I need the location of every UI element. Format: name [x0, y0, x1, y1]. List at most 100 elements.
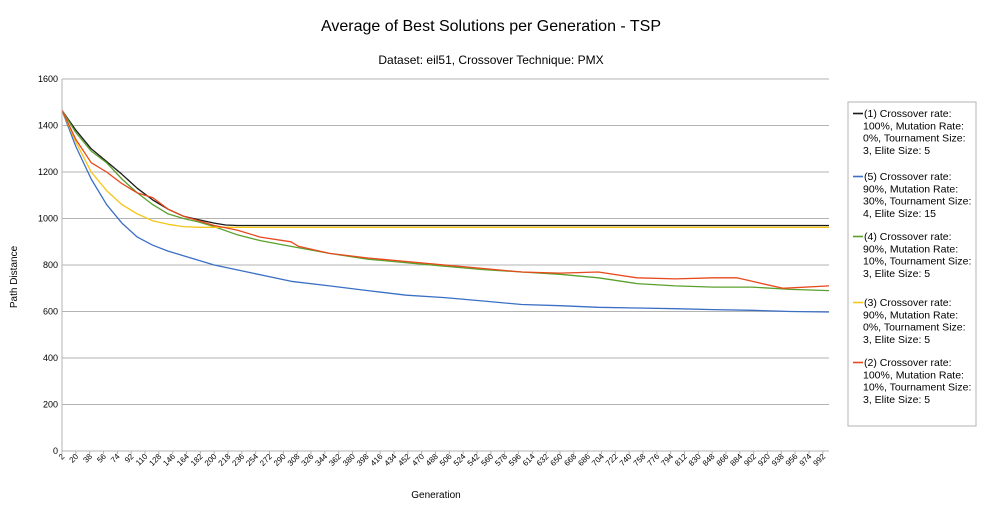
x-tick-label: 218	[217, 452, 233, 468]
x-tick-label: 884	[728, 452, 744, 468]
y-tick-label: 1000	[38, 214, 58, 224]
axes	[61, 79, 829, 452]
legend-label: 3, Elite Size: 5	[863, 268, 930, 280]
x-tick-label: 650	[549, 452, 565, 468]
series-lines	[61, 110, 830, 313]
x-tick-label: 524	[452, 452, 468, 468]
y-axis-ticks: 0 200 400 600 800 1000 1200 1400 1600	[38, 74, 58, 456]
x-tick-label: 578	[493, 452, 509, 468]
legend-label: 90%, Mutation Rate:	[863, 183, 958, 195]
legend-label: 10%, Tournament Size:	[863, 256, 971, 268]
series-line-5	[61, 110, 830, 289]
x-tick-label: 956	[784, 452, 800, 468]
x-tick-label: 902	[742, 452, 758, 468]
x-tick-label: 686	[576, 452, 592, 468]
series-line-4	[61, 110, 829, 228]
legend-label: 3, Elite Size: 5	[863, 145, 930, 157]
y-tick-label: 0	[53, 446, 58, 456]
x-tick-label: 668	[562, 452, 578, 468]
x-tick-label: 920	[756, 452, 772, 468]
x-tick-label: 92	[123, 452, 136, 465]
x-tick-label: 776	[645, 452, 661, 468]
x-tick-label: 830	[687, 452, 703, 468]
gridlines	[62, 78, 829, 405]
legend-label: (2) Crossover rate:	[864, 357, 952, 369]
x-tick-label: 398	[355, 452, 371, 468]
x-axis-ticks: 2 20 38 56 74 9211012814616418220021823625427…	[57, 451, 828, 468]
x-tick-label: 434	[383, 452, 399, 468]
x-tick-label: 2	[57, 452, 67, 462]
legend-label: (1) Crossover rate:	[864, 108, 952, 120]
y-axis-title: Path Distance	[9, 245, 20, 308]
legend-label: (5) Crossover rate:	[864, 171, 952, 183]
x-tick-label: 164	[175, 452, 191, 468]
legend-label: 10%, Tournament Size:	[863, 382, 971, 394]
x-tick-label: 110	[134, 452, 150, 468]
x-tick-label: 416	[369, 452, 385, 468]
x-tick-label: 794	[659, 452, 675, 468]
x-tick-label: 596	[507, 452, 523, 468]
x-tick-label: 380	[341, 452, 357, 468]
x-tick-label: 740	[618, 452, 634, 468]
x-tick-label: 200	[203, 452, 219, 468]
legend-label: 90%, Mutation Rate:	[863, 309, 958, 321]
x-tick-label: 452	[396, 452, 412, 468]
x-tick-label: 866	[715, 452, 731, 468]
y-tick-label: 1400	[38, 121, 58, 131]
legend-label: 30%, Tournament Size:	[863, 196, 971, 208]
x-tick-label: 74	[109, 452, 122, 465]
y-tick-label: 400	[43, 353, 58, 363]
legend: (1) Crossover rate:100%, Mutation Rate:0…	[847, 101, 977, 427]
legend-label: 100%, Mutation Rate:	[863, 120, 964, 132]
legend-box	[847, 101, 977, 427]
x-tick-label: 38	[81, 452, 94, 465]
x-tick-label: 992	[811, 452, 827, 468]
x-tick-label: 344	[313, 452, 329, 468]
y-tick-label: 200	[43, 400, 58, 410]
series-line-1	[61, 110, 829, 227]
x-tick-label: 128	[147, 452, 163, 468]
chart-title: Average of Best Solutions per Generation…	[321, 18, 661, 35]
y-tick-label: 1200	[38, 167, 58, 177]
x-tick-label: 182	[189, 452, 205, 468]
x-tick-label: 758	[632, 452, 648, 468]
x-tick-label: 812	[673, 452, 689, 468]
x-tick-label: 704	[590, 452, 606, 468]
legend-label: 100%, Mutation Rate:	[863, 369, 964, 381]
legend-label: 4, Elite Size: 15	[863, 208, 936, 220]
y-tick-label: 1600	[38, 74, 58, 84]
x-tick-label: 254	[244, 452, 260, 468]
legend-label: 0%, Tournament Size:	[863, 133, 966, 145]
x-tick-label: 488	[424, 452, 440, 468]
legend-label: 3, Elite Size: 5	[863, 394, 930, 406]
x-tick-label: 236	[230, 452, 246, 468]
x-tick-label: 272	[258, 452, 274, 468]
x-tick-label: 308	[286, 452, 302, 468]
x-tick-label: 632	[535, 452, 551, 468]
x-tick-label: 560	[479, 452, 495, 468]
x-tick-label: 56	[95, 452, 108, 465]
x-tick-label: 146	[161, 452, 177, 468]
chart-subtitle: Dataset: eil51, Crossover Technique: PMX	[378, 53, 603, 67]
x-tick-label: 470	[410, 452, 426, 468]
x-tick-label: 848	[701, 452, 717, 468]
legend-label: 90%, Mutation Rate:	[863, 243, 958, 255]
x-tick-label: 290	[272, 452, 288, 468]
legend-label: (3) Crossover rate:	[864, 297, 952, 309]
legend-label: 0%, Tournament Size:	[863, 322, 966, 334]
x-tick-label: 938	[770, 452, 786, 468]
x-axis-title: Generation	[411, 490, 460, 501]
x-tick-label: 20	[68, 452, 81, 465]
x-tick-label: 542	[466, 452, 482, 468]
x-tick-label: 722	[604, 452, 620, 468]
legend-label: (4) Crossover rate:	[864, 231, 952, 243]
series-line-3	[61, 110, 830, 292]
x-tick-label: 614	[521, 452, 537, 468]
x-tick-label: 974	[798, 452, 814, 468]
x-tick-label: 506	[438, 452, 454, 468]
x-tick-label: 326	[300, 452, 316, 468]
y-tick-label: 800	[43, 260, 58, 270]
legend-label: 3, Elite Size: 5	[863, 334, 930, 346]
x-tick-label: 362	[327, 452, 343, 468]
